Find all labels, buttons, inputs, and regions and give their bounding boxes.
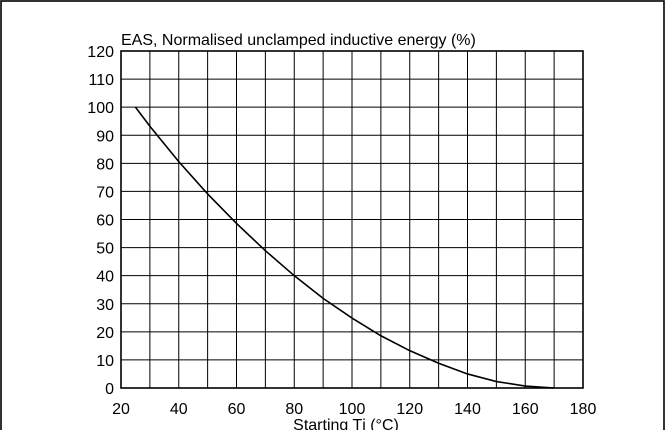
x-tick-label: 100	[339, 401, 366, 418]
x-tick-label: 20	[112, 401, 130, 418]
y-tick-label: 110	[88, 72, 114, 89]
y-tick-label: 20	[96, 325, 114, 342]
x-axis-label: Starting Tj (°C)	[293, 417, 399, 430]
eas-curve	[134, 106, 555, 389]
y-tick-label: 60	[96, 213, 114, 230]
y-tick-label: 120	[87, 44, 114, 61]
x-tick-label: 80	[285, 401, 303, 418]
x-tick-label: 140	[454, 401, 481, 418]
y-tick-labels: 0 10 20 30 40 50 60 70 80 90 100 110 120	[87, 44, 114, 398]
y-tick-label: 100	[87, 100, 114, 117]
y-tick-label: 40	[96, 269, 114, 286]
chart-title: EAS, Normalised unclamped inductive ener…	[121, 32, 476, 49]
x-tick-label: 60	[228, 401, 246, 418]
x-tick-label: 40	[170, 401, 188, 418]
y-tick-label: 30	[96, 297, 114, 314]
y-tick-label: 50	[96, 241, 114, 258]
x-tick-label: 180	[570, 401, 597, 418]
y-tick-label: 10	[96, 353, 114, 370]
y-tick-label: 0	[105, 381, 114, 398]
x-tick-label: 120	[396, 401, 423, 418]
y-tick-label: 90	[96, 128, 114, 145]
y-tick-label: 70	[96, 184, 114, 201]
y-tick-label: 80	[96, 156, 114, 173]
plot-frame	[120, 50, 584, 389]
x-tick-labels: 20 40 60 80 100 120 140 160 180	[112, 401, 596, 418]
x-tick-label: 160	[512, 401, 539, 418]
grid-lines	[121, 51, 583, 388]
